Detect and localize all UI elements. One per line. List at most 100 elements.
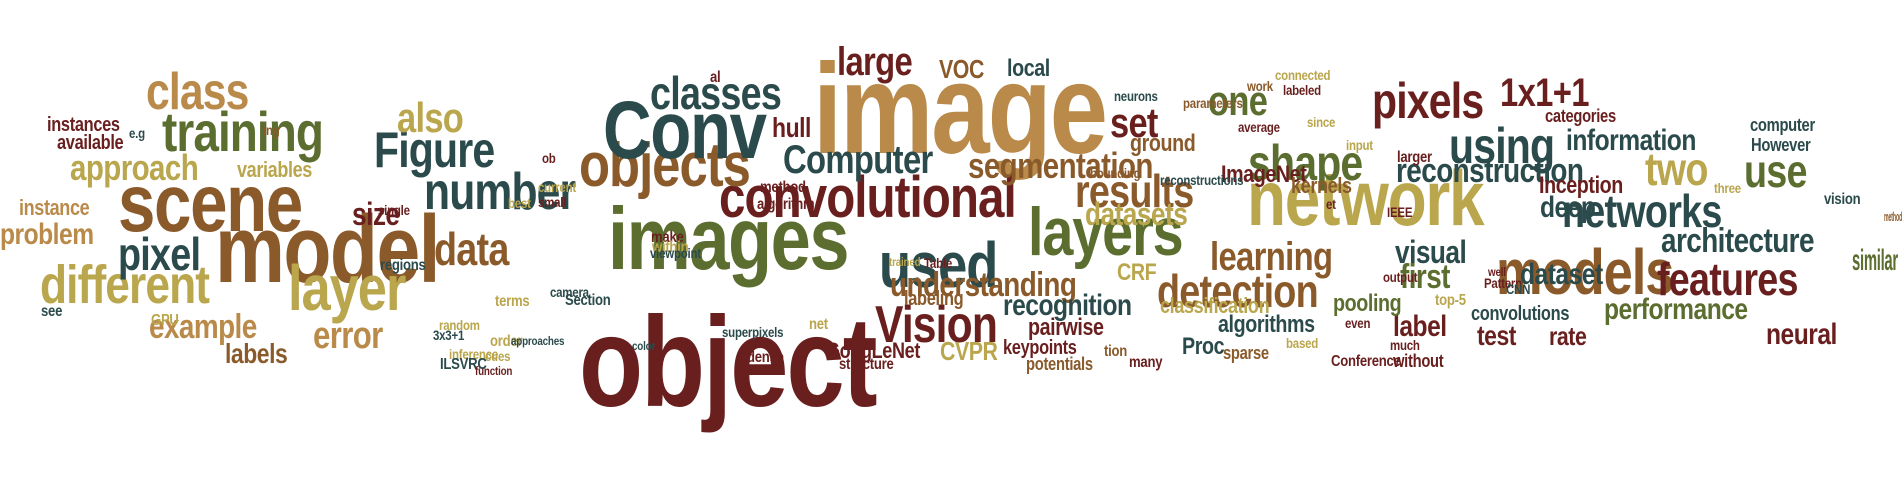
cloud-word: pairwise — [1028, 314, 1104, 341]
cloud-word: image — [813, 38, 1108, 181]
cloud-word: example — [149, 308, 257, 346]
cloud-word: kernels — [1291, 173, 1352, 198]
cloud-word: labeling — [904, 288, 964, 310]
cloud-word: regions — [380, 257, 426, 274]
cloud-word: neural — [1766, 318, 1837, 351]
cloud-word: Section — [565, 292, 611, 309]
cloud-word: label — [1393, 310, 1447, 343]
cloud-word: small — [538, 194, 567, 210]
cloud-word: inference — [449, 346, 498, 362]
cloud-word: single — [378, 202, 410, 218]
cloud-word: also — [397, 94, 464, 141]
cloud-word: Proc — [1182, 333, 1225, 360]
cloud-word: tion — [1104, 343, 1127, 360]
cloud-word: color — [632, 339, 656, 353]
cloud-word: algorithm — [757, 196, 815, 213]
cloud-word: top-5 — [1435, 292, 1466, 309]
cloud-word: CVPR — [940, 336, 998, 366]
cloud-word: well — [1488, 265, 1506, 279]
cloud-word: based — [1286, 335, 1319, 351]
cloud-word: understanding — [890, 266, 1077, 304]
cloud-word: recognition — [1003, 289, 1132, 322]
cloud-word: bounding — [1090, 165, 1141, 181]
cloud-word: performance — [1604, 293, 1748, 326]
cloud-word: results — [1075, 165, 1194, 217]
cloud-word: reconstructions — [1160, 172, 1244, 188]
cloud-word: many — [1129, 354, 1163, 371]
cloud-word: large — [837, 40, 913, 84]
cloud-word: convolutions — [1471, 303, 1570, 325]
cloud-word: larger — [1397, 149, 1432, 166]
cloud-word: neurons — [1114, 88, 1158, 104]
cloud-word: class — [146, 63, 249, 121]
cloud-word: parameters — [1183, 95, 1243, 111]
cloud-word: make — [651, 229, 684, 246]
cloud-word: input — [1346, 137, 1373, 153]
cloud-word: approaches — [511, 334, 565, 348]
cloud-word: scene — [118, 158, 303, 249]
cloud-word: object — [579, 291, 878, 434]
cloud-word: two — [1645, 143, 1708, 195]
cloud-word: current — [538, 179, 576, 195]
cloud-word: within — [652, 239, 689, 256]
cloud-word: see — [41, 303, 63, 320]
cloud-word: e.g — [129, 125, 145, 141]
cloud-word: local — [1007, 55, 1050, 82]
cloud-word: net — [809, 316, 828, 333]
cloud-word: model — [215, 196, 441, 303]
cloud-word: potentials — [1026, 354, 1093, 374]
cloud-word: visual — [1395, 234, 1467, 270]
cloud-word: order — [490, 333, 523, 350]
cloud-word: networks — [1562, 185, 1722, 237]
cloud-word: available — [57, 132, 124, 154]
cloud-word: convolutional — [719, 165, 1017, 230]
cloud-word: approach — [70, 147, 199, 188]
cloud-word: camera — [550, 284, 589, 300]
cloud-word: segmentation — [968, 145, 1153, 186]
cloud-word: first — [1400, 258, 1450, 296]
cloud-word: computer — [1750, 115, 1815, 135]
cloud-word: data — [434, 223, 509, 275]
cloud-word: reconstruction — [1396, 152, 1584, 190]
cloud-word: instances — [47, 114, 120, 136]
cloud-word: Figure — [374, 122, 495, 178]
cloud-word: GPU — [151, 312, 179, 329]
cloud-word: classification — [1160, 293, 1270, 318]
cloud-word: layer — [288, 252, 406, 324]
cloud-word: using — [1449, 118, 1555, 174]
cloud-word: models — [1496, 236, 1674, 308]
cloud-word: structure — [839, 356, 894, 373]
cloud-word: hull — [772, 112, 811, 143]
cloud-word: objects — [579, 131, 751, 200]
cloud-word: features — [1657, 253, 1798, 305]
cloud-word: pooling — [1333, 290, 1402, 317]
cloud-word: different — [40, 255, 210, 315]
cloud-word: set — [1110, 99, 1158, 146]
cloud-word: vision — [1824, 191, 1861, 208]
cloud-word: size — [352, 196, 400, 232]
cloud-word: output — [1383, 269, 1418, 285]
cloud-word: datasets — [1085, 196, 1188, 232]
cloud-word: cues — [485, 348, 511, 364]
cloud-word: best — [508, 195, 531, 211]
cloud-word: VOC — [939, 54, 984, 84]
cloud-word: Vision — [875, 296, 998, 354]
cloud-word: random — [439, 317, 480, 333]
cloud-word: al — [710, 69, 721, 86]
cloud-word: pixels — [1372, 73, 1484, 129]
cloud-word: Conv — [603, 85, 767, 176]
cloud-word: number — [424, 163, 576, 221]
cloud-word: average — [1238, 119, 1280, 135]
cloud-word: Conference — [1331, 353, 1401, 370]
cloud-word: work — [1247, 78, 1273, 94]
cloud-word: ing — [263, 122, 280, 138]
cloud-word: images — [608, 189, 849, 288]
cloud-word: learning — [1210, 235, 1333, 279]
cloud-word: network — [1247, 154, 1485, 242]
cloud-word: instance — [19, 195, 90, 220]
cloud-word: dense — [747, 349, 784, 366]
cloud-word: 3x3+1 — [433, 327, 465, 343]
cloud-word: Inception — [1539, 172, 1623, 199]
cloud-word: since — [1307, 114, 1336, 130]
cloud-word: 1x1+1 — [1500, 71, 1590, 115]
